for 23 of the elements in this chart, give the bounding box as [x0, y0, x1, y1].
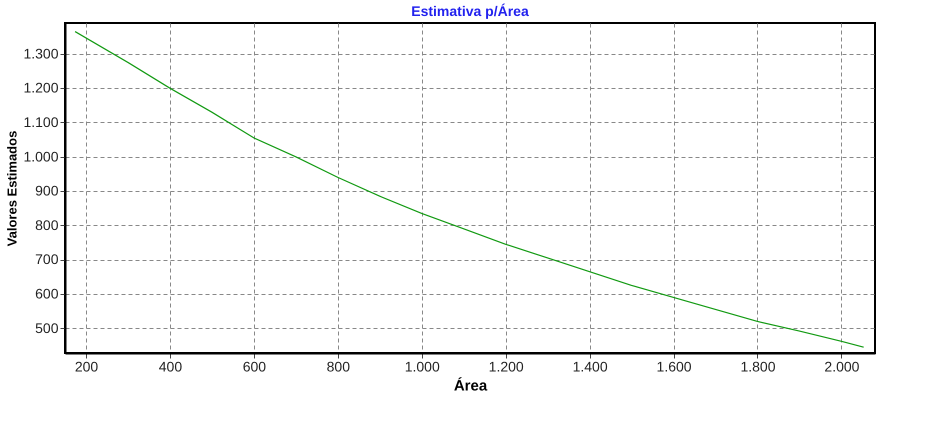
x-tick-label: 1.400	[572, 358, 608, 374]
y-axis-title: Valores Estimados	[4, 130, 20, 246]
x-tick-label: 400	[158, 358, 182, 374]
y-tick-label: 700	[35, 251, 59, 268]
y-tick-label: 1.300	[23, 45, 59, 62]
chart-title: Estimativa p/Área	[411, 3, 529, 19]
x-axis-title: Área	[454, 376, 488, 394]
y-tick-label: 1.200	[23, 80, 59, 96]
line-series	[74, 30, 864, 348]
y-tick-label: 900	[35, 182, 59, 199]
x-tick-label: 2.000	[824, 358, 860, 374]
x-tick-label: 600	[242, 358, 266, 374]
x-tick-label: 1.600	[656, 358, 692, 374]
y-tick-label: 600	[35, 286, 59, 302]
x-tick-label: 1.000	[404, 358, 440, 374]
x-tick-label: 1.200	[488, 358, 524, 374]
x-tick-label: 200	[74, 358, 98, 374]
y-tick-label: 800	[35, 216, 59, 233]
x-tick-label: 800	[326, 358, 350, 374]
y-tick-label: 500	[35, 320, 59, 336]
y-tick-label: 1.000	[23, 148, 59, 164]
x-tick-label: 1.800	[740, 358, 776, 374]
y-tick-label: 1.100	[23, 114, 59, 130]
